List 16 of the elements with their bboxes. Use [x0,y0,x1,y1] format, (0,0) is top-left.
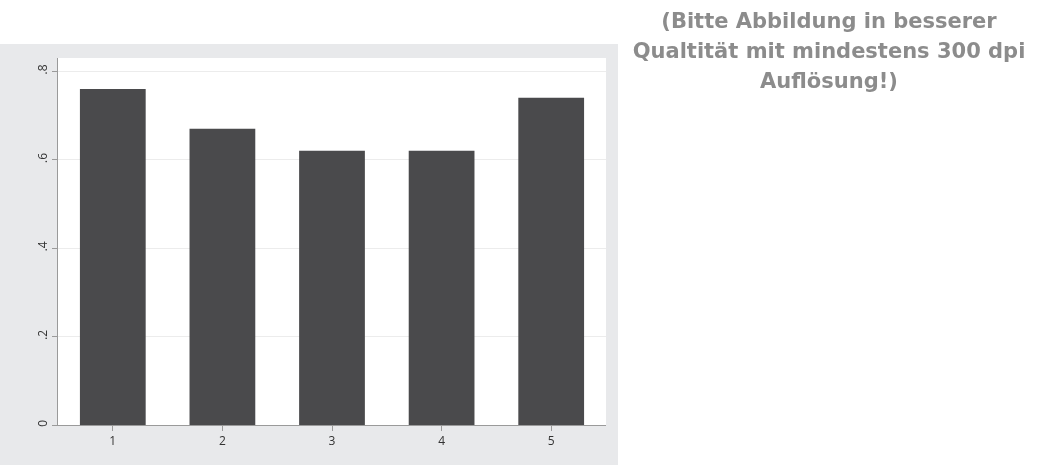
bar [189,128,256,425]
bar [79,88,146,425]
y-tick-label: 0 [34,419,52,427]
x-tick-label: 1 [109,432,117,450]
x-tick-label: 5 [547,432,555,450]
bar [518,97,585,425]
y-tick-label: .6 [34,152,52,163]
text: (Bitte Abbildung in besserer Qualtität mit mindestens 300 dpi Auflösung!) [631,8,1027,95]
y-tick-label: .8 [34,64,52,75]
bar [299,150,365,425]
x-tick-label: 2 [218,432,226,450]
y-tick-label: .4 [34,241,52,252]
x-tick-label: 4 [438,432,446,450]
bar [408,150,475,425]
y-tick-label: .2 [34,329,52,340]
x-tick-label: 3 [328,432,336,450]
